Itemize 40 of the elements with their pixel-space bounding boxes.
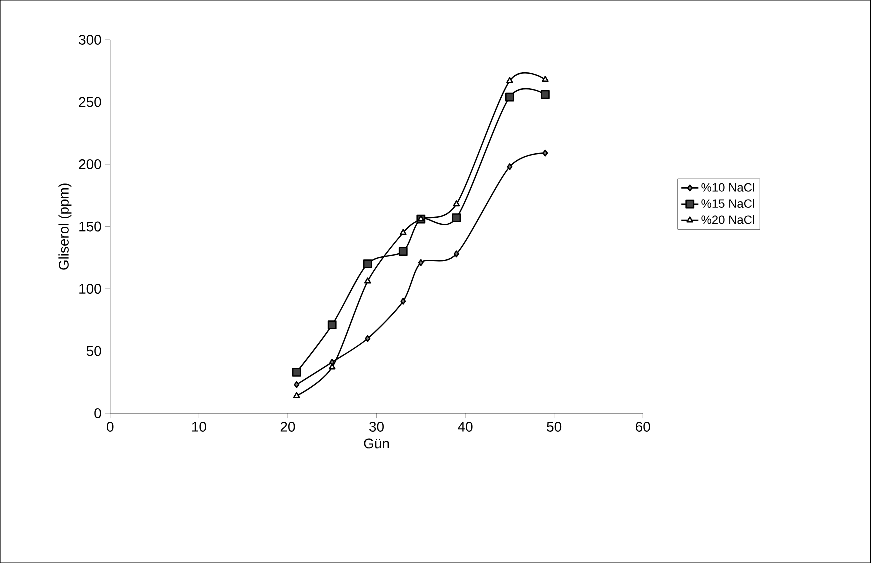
- point: [506, 93, 514, 102]
- y-tick-label: 250: [79, 98, 102, 108]
- point: [506, 77, 514, 84]
- y-tick-label: 150: [80, 222, 102, 232]
- y-tick-label: 300: [79, 35, 102, 46]
- y-tick-label: 0: [94, 408, 102, 419]
- point: [541, 90, 550, 100]
- y-tick-label: 200: [79, 160, 102, 170]
- point: [400, 298, 406, 306]
- point: [542, 150, 548, 157]
- point: [398, 247, 408, 256]
- x-tick-label: 50: [547, 422, 562, 432]
- x-axis-title: Gün: [364, 438, 390, 449]
- point: [294, 382, 300, 389]
- point: [454, 250, 460, 258]
- legend-label: %15 NaCl: [702, 199, 754, 208]
- y-axis-title: Gliserol (ppm): [58, 184, 72, 270]
- point: [542, 76, 549, 82]
- x-tick-label: 20: [280, 422, 296, 432]
- point: [365, 336, 371, 342]
- point: [507, 164, 513, 171]
- y-tick-label: 50: [86, 346, 102, 356]
- x-tick-label: 30: [370, 422, 384, 432]
- y-tick-label: 100: [80, 284, 102, 294]
- point: [292, 368, 302, 378]
- legend-label: %20 NaCl: [702, 216, 754, 224]
- point: [328, 320, 337, 330]
- point: [328, 364, 336, 370]
- point: [400, 229, 407, 236]
- x-tick-label: 40: [458, 422, 473, 432]
- point: [293, 392, 300, 399]
- point: [363, 260, 372, 269]
- x-tick-label: 60: [636, 422, 650, 432]
- legend-label: %10 NaCl: [702, 183, 754, 192]
- point: [452, 214, 462, 223]
- point: [453, 200, 460, 207]
- x-tick-label: 10: [192, 422, 206, 432]
- point: [364, 278, 372, 284]
- point: [418, 260, 424, 267]
- x-tick-label: 0: [107, 422, 114, 432]
